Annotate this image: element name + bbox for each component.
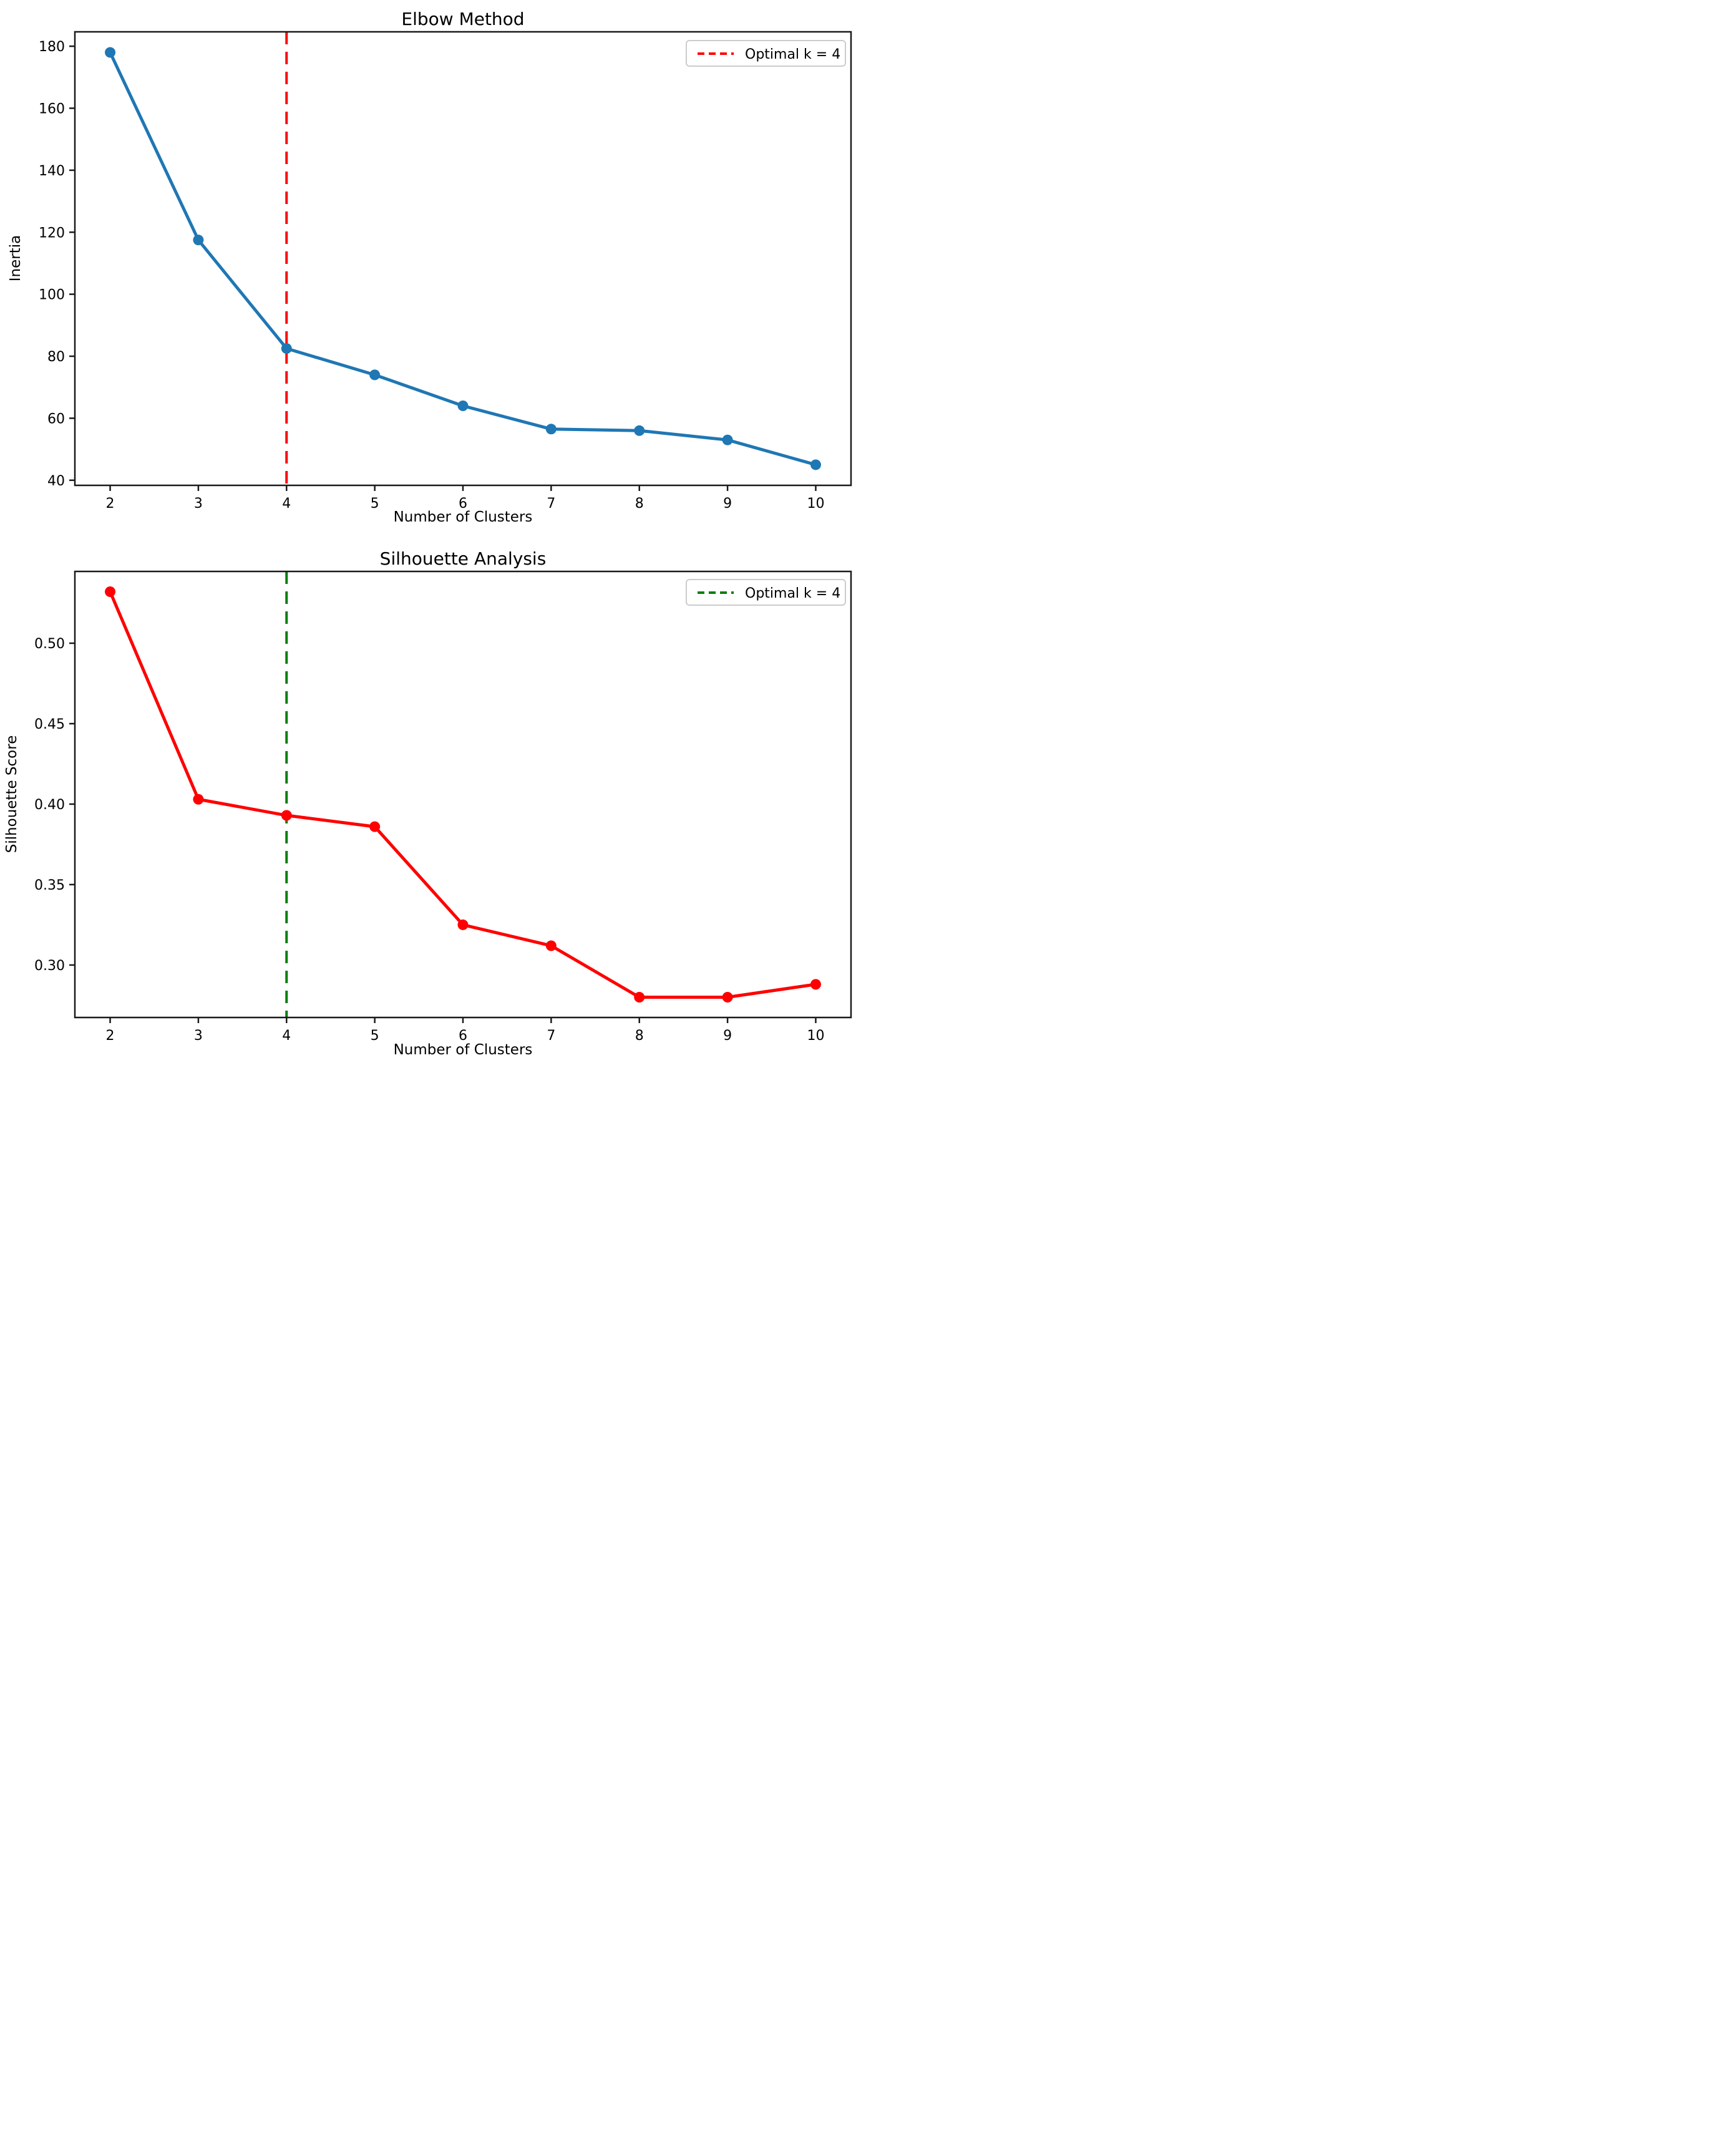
chart-title: Silhouette Analysis <box>380 548 547 569</box>
y-tick-label: 180 <box>39 39 65 55</box>
y-tick-label: 0.40 <box>34 797 65 813</box>
x-tick-label: 5 <box>371 496 379 512</box>
x-tick-label: 2 <box>106 496 115 512</box>
data-point-k3 <box>193 235 204 246</box>
legend-label: Optimal k = 4 <box>745 47 840 62</box>
y-tick-label: 80 <box>47 349 65 365</box>
y-tick-label: 40 <box>47 473 65 489</box>
data-point-k4 <box>281 810 292 821</box>
data-point-k2 <box>105 47 116 58</box>
data-point-k5 <box>369 821 381 832</box>
data-point-k8 <box>634 992 645 1003</box>
y-tick-label: 120 <box>39 225 65 241</box>
legend-label: Optimal k = 4 <box>745 586 840 601</box>
axes-frame <box>74 570 852 1019</box>
x-tick-label: 10 <box>807 1028 824 1044</box>
x-tick-label: 10 <box>807 496 824 512</box>
data-point-k3 <box>193 794 204 805</box>
x-tick-label: 4 <box>282 496 291 512</box>
chart-title: Elbow Method <box>401 9 524 29</box>
data-point-k6 <box>457 919 469 930</box>
y-tick-label: 0.35 <box>34 878 65 893</box>
elbow-chart-canvas: 2 3 4 5 6 7 8 9 10 40 60 80 100 120 140 160 180 Elbow Me… <box>7 9 852 525</box>
x-tick-label: 9 <box>723 496 732 512</box>
elbow-chart: 2 3 4 5 6 7 8 9 10 40 60 80 100 120 140 160 180 Elbow Me… <box>0 0 861 539</box>
x-tick-label: 3 <box>194 496 203 512</box>
legend-box <box>686 40 846 67</box>
x-tick-label: 7 <box>547 1028 555 1044</box>
x-tick-label: 6 <box>459 1028 467 1044</box>
data-point-k5 <box>369 369 381 381</box>
data-point-k6 <box>457 401 469 412</box>
data-point-k2 <box>105 586 116 597</box>
silhouette-score-line <box>109 590 817 999</box>
x-tick-label: 7 <box>547 496 555 512</box>
y-tick-label: 100 <box>39 288 65 303</box>
y-tick-label: 60 <box>47 411 65 427</box>
x-tick-label: 5 <box>371 1028 379 1044</box>
x-tick-label: 2 <box>106 1028 115 1044</box>
elbow-axes-layer: 2 3 4 5 6 7 8 9 10 40 60 80 100 120 140 160 180 <box>39 31 852 512</box>
data-point-k10 <box>810 459 821 470</box>
y-axis-label: Inertia <box>7 235 24 281</box>
y-tick-label: 140 <box>39 163 65 179</box>
x-tick-label: 8 <box>635 1028 644 1044</box>
x-tick-label: 8 <box>635 496 644 512</box>
axes-frame <box>74 31 852 487</box>
x-axis-label: Number of Clusters <box>394 1042 533 1058</box>
x-axis-label: Number of Clusters <box>394 509 533 525</box>
data-point-k9 <box>722 434 733 445</box>
silhouette-chart-canvas: 2 3 4 5 6 7 8 9 10 0.30 0.35 0.40 0.45 0.50 Silhouett… <box>4 548 852 1058</box>
y-tick-label: 160 <box>39 101 65 117</box>
legend: Optimal k = 4 <box>686 579 846 606</box>
legend-box <box>686 579 846 606</box>
y-tick-label: 0.50 <box>34 636 65 652</box>
data-point-k8 <box>634 425 645 436</box>
data-point-k9 <box>722 992 733 1003</box>
y-tick-label: 0.30 <box>34 958 65 974</box>
x-tick-label: 6 <box>459 496 467 512</box>
data-point-k4 <box>281 343 292 354</box>
data-point-k7 <box>545 424 557 435</box>
y-tick-label: 0.45 <box>34 717 65 732</box>
x-tick-label: 9 <box>723 1028 732 1044</box>
cluster-analysis-figure: 2 3 4 5 6 7 8 9 10 40 60 80 100 120 140 160 180 Elbow Me… <box>0 0 861 1078</box>
x-tick-label: 4 <box>282 1028 291 1044</box>
silhouette-axes-layer: 2 3 4 5 6 7 8 9 10 0.30 0.35 0.40 0.45 0.50 <box>34 570 852 1044</box>
silhouette-chart: 2 3 4 5 6 7 8 9 10 0.30 0.35 0.40 0.45 0.50 Silhouett… <box>0 539 861 1078</box>
y-axis-label: Silhouette Score <box>4 736 20 853</box>
legend: Optimal k = 4 <box>686 40 846 67</box>
x-tick-label: 3 <box>194 1028 203 1044</box>
data-point-k7 <box>545 940 557 951</box>
data-point-k10 <box>810 979 821 990</box>
